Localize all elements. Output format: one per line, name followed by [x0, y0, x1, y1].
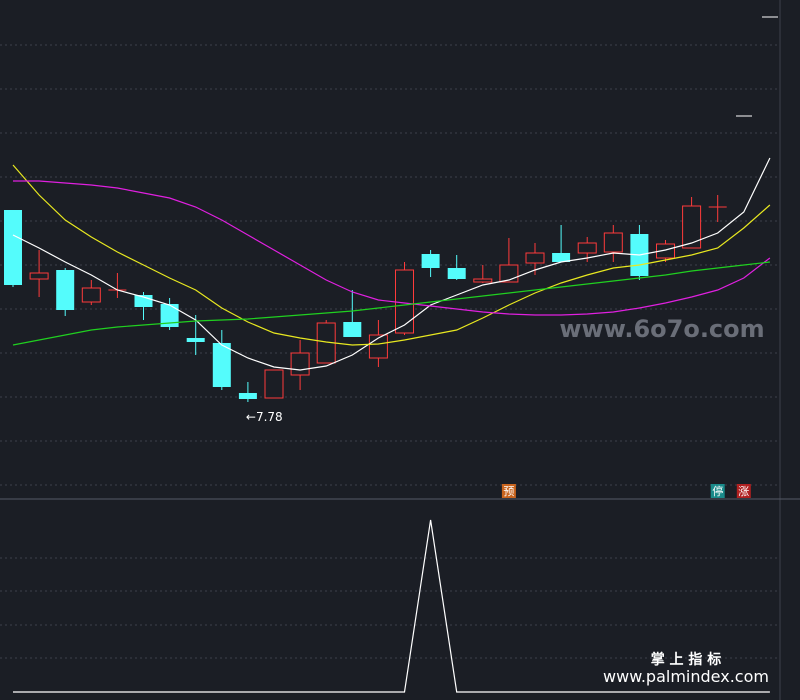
candle-body	[264, 369, 284, 399]
line	[12, 157, 771, 371]
candle-body	[56, 270, 75, 310]
candle-body	[186, 338, 205, 342]
line	[13, 519, 770, 693]
signal-box	[501, 484, 516, 498]
candle-body	[577, 242, 597, 254]
signal-box	[710, 484, 725, 498]
signal: 停	[712, 484, 723, 498]
candle-body	[290, 352, 310, 376]
watermark: www.palmindex.com	[603, 667, 769, 686]
line	[13, 180, 771, 316]
signal: 预	[503, 485, 514, 498]
main-grid	[0, 44, 780, 659]
candle-body	[395, 269, 414, 334]
candle-body	[343, 322, 362, 337]
candle-body	[4, 210, 22, 285]
line	[12, 261, 770, 346]
candle-body	[525, 252, 545, 264]
signal: 涨	[738, 485, 749, 498]
watermark: 掌 上 指 标	[651, 651, 722, 668]
candle-body	[421, 254, 440, 268]
signal-box	[736, 484, 751, 498]
candle-body	[81, 287, 101, 303]
low-label: ←7.78	[246, 410, 283, 424]
candle-body	[447, 268, 466, 279]
watermark: www.6o7o.com	[559, 315, 764, 343]
candle-body	[682, 205, 702, 249]
candle-body	[160, 304, 179, 327]
candle-body	[603, 232, 623, 253]
candle-body	[656, 243, 675, 259]
candle-body	[552, 253, 571, 262]
candle-body	[238, 393, 257, 399]
candle-body	[473, 278, 493, 283]
line	[12, 164, 771, 346]
candle-body	[29, 272, 49, 280]
candle-body	[212, 343, 231, 387]
